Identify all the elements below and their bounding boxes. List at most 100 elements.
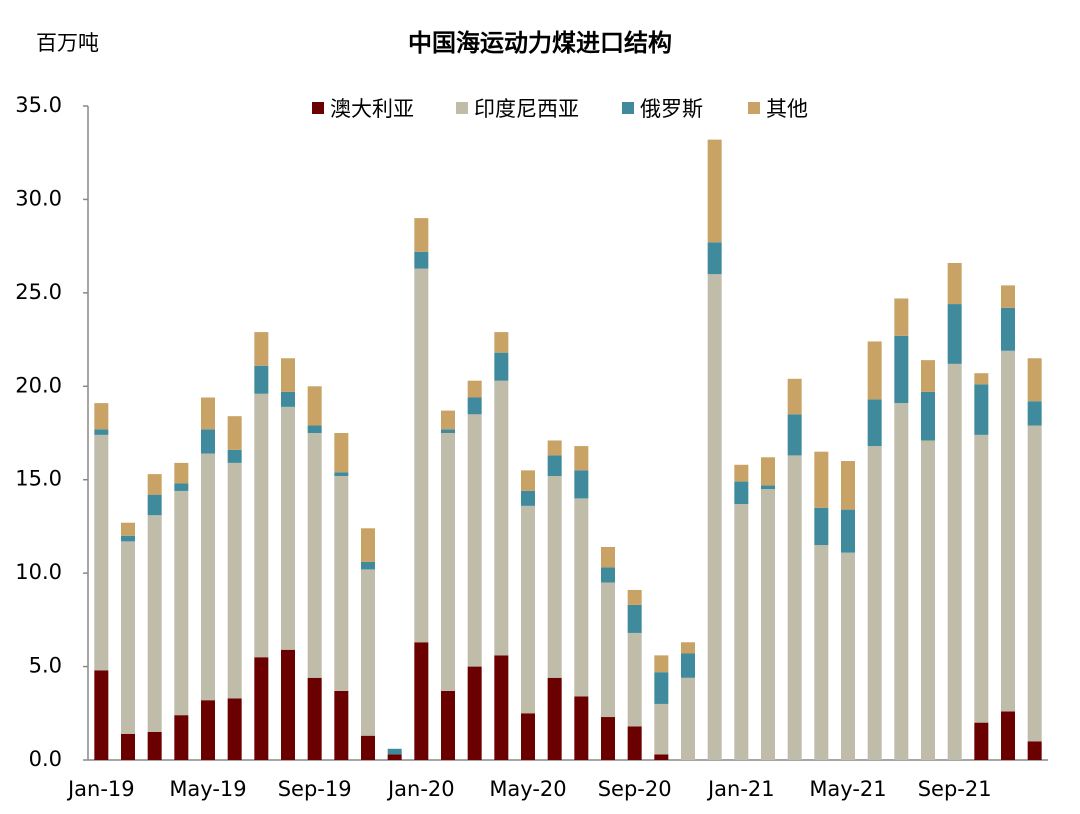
bar-segment [174, 483, 189, 491]
bar-segment [201, 700, 215, 760]
legend-label: 其他 [766, 97, 808, 121]
bar-segment [627, 589, 642, 605]
bar-segment [921, 391, 935, 441]
bar-segment [147, 515, 162, 732]
bar-segment [281, 391, 295, 407]
bar-segment [574, 446, 589, 471]
bar-segment [681, 677, 695, 760]
bar-segment [681, 653, 695, 678]
bar-segment [1001, 350, 1015, 712]
bar-segment [521, 713, 535, 760]
bar-segment [467, 397, 482, 415]
bar-segment [94, 434, 109, 671]
bar-segment [94, 403, 109, 430]
bar-segment [227, 449, 242, 463]
bar-segment [627, 604, 642, 633]
bar-segment [121, 733, 135, 760]
bar-segment [921, 360, 935, 392]
bar-segment [441, 690, 455, 760]
bar-segment [1001, 307, 1015, 351]
bar-segment [521, 470, 535, 491]
bar-segment [334, 433, 349, 473]
bar-segment [814, 507, 829, 546]
bar-segment [254, 365, 269, 394]
y-tick-label: 15.0 [15, 467, 62, 491]
bar-segment [254, 332, 269, 366]
bar-segment [334, 472, 349, 476]
legend-swatch [312, 102, 324, 114]
bar-segment [867, 341, 882, 400]
x-tick-label: Jan-20 [386, 777, 455, 801]
bar-segment [121, 541, 135, 734]
bar-segment [654, 672, 669, 704]
x-tick-label: Jan-19 [66, 777, 135, 801]
bar-segment [841, 552, 855, 760]
bar-segment [734, 464, 749, 482]
bar-segment [361, 528, 375, 562]
bar-segment [894, 403, 909, 760]
bar-segment [387, 754, 402, 760]
bar-segment [787, 455, 802, 760]
legend-label: 印度尼西亚 [474, 97, 579, 121]
bar-segment [147, 731, 162, 760]
bar-segment [201, 429, 215, 454]
bar-segment [441, 429, 455, 433]
bar-segment [601, 567, 615, 583]
y-tick-label: 25.0 [15, 280, 62, 304]
bar-segment [201, 453, 215, 701]
x-tick-label: May-19 [169, 777, 246, 801]
bar-segment [441, 433, 455, 691]
x-tick-label: Jan-21 [706, 777, 775, 801]
bar-segment [281, 406, 295, 650]
bar-segment [307, 425, 322, 433]
bar-segment [494, 352, 509, 381]
bar-segment [974, 373, 989, 385]
bar-segment [147, 474, 162, 495]
bar-segment [547, 677, 562, 760]
bar-segment [547, 475, 562, 678]
y-tick-label: 20.0 [15, 373, 62, 397]
bar-segment [494, 332, 509, 353]
bar-segment [814, 451, 829, 508]
bar-segment [654, 703, 669, 755]
bar-segment [361, 561, 375, 570]
bar-segment [947, 304, 962, 364]
bar-segment [467, 380, 482, 398]
bar-segment [414, 251, 429, 269]
bar-segment [387, 748, 402, 755]
bar-segment [787, 414, 802, 456]
bar-segment [494, 380, 509, 656]
bar-segment [334, 690, 349, 760]
bar-segment [654, 655, 669, 673]
bar-segment [894, 298, 909, 336]
bar-segment [974, 722, 989, 760]
y-axis-label: 百万吨 [36, 31, 99, 55]
legend-label: 俄罗斯 [640, 97, 703, 121]
bar-segment [761, 457, 775, 486]
bar-segment [627, 632, 642, 727]
legend-swatch [748, 102, 760, 114]
bar-segment [307, 386, 322, 426]
bar-segment [814, 545, 829, 760]
bar-segment [681, 642, 695, 654]
bar-segment [1001, 285, 1015, 308]
legend-label: 澳大利亚 [330, 97, 414, 121]
bar-segment [601, 546, 615, 568]
x-tick-label: May-21 [809, 777, 886, 801]
bar-segment [707, 139, 722, 243]
bar-segment [761, 489, 775, 760]
bar-segment [494, 655, 509, 760]
bar-segment [1027, 741, 1042, 760]
bar-segment [627, 726, 642, 760]
bar-segment [947, 262, 962, 305]
y-tick-label: 35.0 [15, 93, 62, 117]
bar-segment [467, 414, 482, 667]
bar-segment [201, 397, 215, 430]
bar-segment [894, 335, 909, 404]
bar-segment [307, 677, 322, 760]
bar-segment [94, 670, 109, 760]
bar-segment [521, 490, 535, 506]
bar-segment [227, 416, 242, 450]
bar-segment [254, 657, 269, 760]
